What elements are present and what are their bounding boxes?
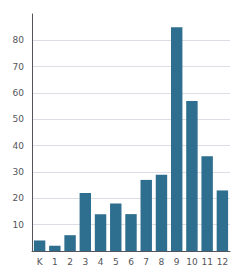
svg-text:1: 1 bbox=[52, 257, 58, 267]
svg-text:4: 4 bbox=[98, 257, 104, 267]
svg-text:11: 11 bbox=[201, 257, 212, 267]
svg-text:20: 20 bbox=[13, 193, 25, 203]
svg-text:30: 30 bbox=[13, 167, 25, 177]
svg-text:50: 50 bbox=[13, 114, 25, 124]
svg-text:10: 10 bbox=[186, 257, 198, 267]
svg-text:10: 10 bbox=[13, 220, 25, 230]
svg-text:60: 60 bbox=[13, 88, 25, 98]
svg-text:5: 5 bbox=[113, 257, 119, 267]
svg-text:70: 70 bbox=[13, 62, 25, 72]
svg-text:8: 8 bbox=[159, 257, 165, 267]
svg-text:80: 80 bbox=[13, 35, 25, 45]
svg-text:7: 7 bbox=[143, 257, 149, 267]
svg-text:40: 40 bbox=[13, 141, 25, 151]
svg-text:3: 3 bbox=[82, 257, 88, 267]
svg-text:9: 9 bbox=[174, 257, 180, 267]
svg-text:12: 12 bbox=[217, 257, 228, 267]
svg-text:6: 6 bbox=[128, 257, 134, 267]
svg-text:K: K bbox=[37, 257, 44, 267]
svg-text:2: 2 bbox=[67, 257, 73, 267]
